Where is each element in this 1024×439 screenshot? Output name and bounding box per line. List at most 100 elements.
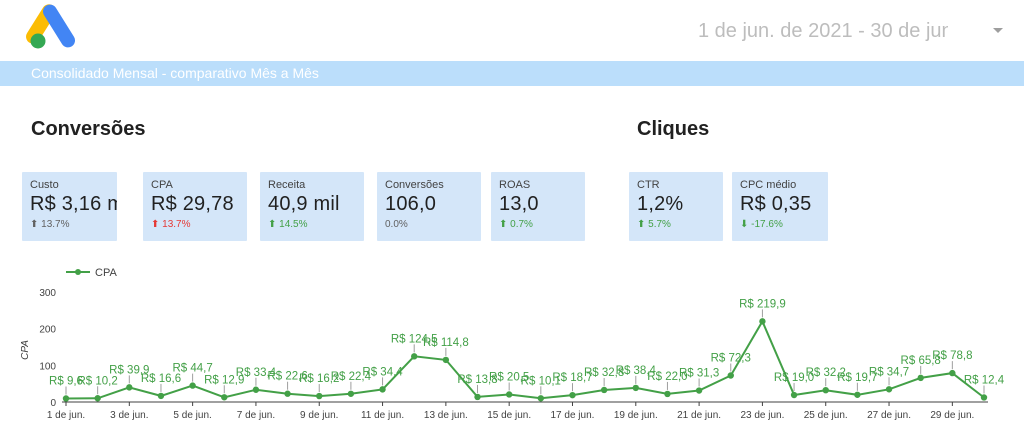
cpa-data-point[interactable] xyxy=(505,391,513,398)
cpa-data-label: R$ 22,6 xyxy=(267,371,307,383)
cpa-data-point[interactable] xyxy=(189,382,196,389)
scorecard-ctr[interactable]: CTR 1,2% ⬆ 5.7% xyxy=(629,172,723,241)
clicks-section-title: Cliques xyxy=(637,118,710,140)
cpa-data-label: R$ 12,4 xyxy=(964,374,1005,386)
cpa-data-point[interactable] xyxy=(790,391,798,399)
y-tick-label: 0 xyxy=(50,398,56,409)
cpa-data-point[interactable] xyxy=(537,395,545,402)
scorecard-change: ⬇ -17.6% xyxy=(740,219,783,230)
scorecard-change: ⬆ 13.7% xyxy=(151,219,191,230)
scorecard-value: R$ 0,35 xyxy=(740,193,812,215)
scorecard-value: 1,2% xyxy=(637,193,684,215)
cpa-data-point[interactable] xyxy=(411,353,418,360)
cpa-data-point[interactable] xyxy=(632,384,639,392)
cpa-data-point[interactable] xyxy=(917,374,924,382)
cpa-data-point[interactable] xyxy=(949,369,956,377)
cpa-data-label: R$ 13,8 xyxy=(457,374,497,386)
scorecard-change: ⬆ 0.7% xyxy=(499,219,533,230)
x-tick-label: 15 de jun. xyxy=(487,410,531,421)
x-tick-label: 11 de jun. xyxy=(361,410,404,421)
x-tick-label: 25 de jun. xyxy=(804,410,848,421)
cpa-data-point[interactable] xyxy=(885,386,893,393)
scorecard-cpc-medio[interactable]: CPC médio R$ 0,35 ⬇ -17.6% xyxy=(732,172,828,241)
scorecard-value: 106,0 xyxy=(385,193,437,215)
x-tick-label: 5 de jun. xyxy=(173,410,211,421)
cpa-data-label: R$ 31,3 xyxy=(679,368,719,380)
legend-marker xyxy=(75,269,81,275)
cpa-data-label: R$ 114,8 xyxy=(423,337,469,349)
x-tick-label: 29 de jun. xyxy=(930,410,974,421)
cpa-data-label: R$ 16,6 xyxy=(141,373,181,385)
cpa-data-point[interactable] xyxy=(379,386,386,393)
scorecard-value: 13,0 xyxy=(499,193,539,215)
cpa-data-point[interactable] xyxy=(126,384,133,391)
scorecard-label: ROAS xyxy=(499,179,531,191)
cpa-data-point[interactable] xyxy=(284,390,291,397)
cpa-data-point[interactable] xyxy=(980,394,988,401)
cpa-data-point[interactable] xyxy=(316,392,323,400)
cpa-data-label: R$ 219,9 xyxy=(739,298,786,310)
x-tick-label: 13 de jun. xyxy=(424,410,468,421)
scorecard-change: ⬆ 14.5% xyxy=(268,219,308,230)
cpa-series-line xyxy=(65,319,985,400)
scorecard-label: Custo xyxy=(30,179,59,191)
x-tick-label: 23 de jun. xyxy=(740,410,784,421)
scorecard-roas[interactable]: ROAS 13,0 ⬆ 0.7% xyxy=(491,172,585,241)
cpa-data-point[interactable] xyxy=(94,395,101,402)
x-tick-label: 3 de jun. xyxy=(110,410,148,421)
x-tick-label: 7 de jun. xyxy=(237,410,275,421)
cpa-data-label: R$ 33,4 xyxy=(236,367,277,379)
cpa-data-label: R$ 10,2 xyxy=(78,375,118,387)
cpa-data-point[interactable] xyxy=(474,393,481,401)
scorecard-change: 0.0% xyxy=(385,219,408,230)
legend-label: CPA xyxy=(95,267,117,279)
google-ads-logo xyxy=(26,4,76,49)
scorecard-value: R$ 3,16 mil xyxy=(30,193,117,215)
cpa-data-label: R$ 12,9 xyxy=(204,374,244,386)
cpa-data-point[interactable] xyxy=(221,394,228,401)
banner-text: Consolidado Mensal - comparativo Mês a M… xyxy=(31,65,319,81)
cpa-data-label: R$ 44,7 xyxy=(172,363,212,375)
cpa-data-point[interactable] xyxy=(157,392,165,400)
scorecard-cpa[interactable]: CPA R$ 29,78 ⬆ 13.7% xyxy=(143,172,247,241)
cpa-data-point[interactable] xyxy=(695,387,703,394)
cpa-data-point[interactable] xyxy=(727,372,734,379)
cpa-data-label: R$ 124,5 xyxy=(391,333,438,345)
cpa-data-point[interactable] xyxy=(600,386,608,394)
scorecard-custo[interactable]: Custo R$ 3,16 mil ⬆ 13.7% xyxy=(22,172,117,241)
scorecard-label: CTR xyxy=(637,179,660,191)
scorecard-label: CPC médio xyxy=(740,179,797,191)
conversions-section-title: Conversões xyxy=(31,118,146,140)
cpa-data-point[interactable] xyxy=(347,390,355,397)
cpa-data-label: R$ 22,0 xyxy=(647,371,687,383)
cpa-data-point[interactable] xyxy=(664,390,671,398)
cpa-data-point[interactable] xyxy=(252,386,260,393)
y-tick-label: 200 xyxy=(39,325,56,336)
cpa-data-point[interactable] xyxy=(569,391,576,399)
cpa-data-label: R$ 10,1 xyxy=(521,375,561,387)
chevron-down-icon[interactable] xyxy=(993,28,1003,33)
cpa-data-point[interactable] xyxy=(759,318,766,325)
report-banner: Consolidado Mensal - comparativo Mês a M… xyxy=(0,61,1024,86)
chart-legend[interactable]: CPA xyxy=(66,267,117,279)
y-tick-label: 100 xyxy=(39,361,56,372)
cpa-data-point[interactable] xyxy=(822,386,829,394)
cpa-data-point[interactable] xyxy=(442,356,450,364)
cpa-data-point[interactable] xyxy=(62,395,70,402)
x-tick-label: 17 de jun. xyxy=(551,410,595,421)
x-tick-label: 1 de jun. xyxy=(47,410,85,421)
cpa-data-label: R$ 34,7 xyxy=(869,366,909,378)
cpa-data-label: R$ 22,4 xyxy=(331,371,372,383)
cpa-data-label: R$ 78,8 xyxy=(932,350,972,362)
cpa-data-label: R$ 32,2 xyxy=(806,367,846,379)
cpa-line-chart[interactable]: CPA CPA 0 100 200 300 1 de jun. 3 de jun. 5 d… xyxy=(0,258,1024,439)
date-range-selector[interactable]: 1 de jun. de 2021 - 30 de jun. de 2021 xyxy=(698,20,948,42)
scorecard-label: Receita xyxy=(268,179,306,191)
x-tick-label: 19 de jun. xyxy=(614,410,658,421)
cpa-data-label: R$ 9,6 xyxy=(49,375,83,387)
scorecard-conversoes[interactable]: Conversões 106,0 0.0% xyxy=(377,172,481,241)
cpa-data-point[interactable] xyxy=(854,391,861,398)
cpa-data-label: R$ 65,8 xyxy=(901,355,941,367)
scorecard-receita[interactable]: Receita 40,9 mil ⬆ 14.5% xyxy=(260,172,364,241)
cpa-data-label: R$ 19,7 xyxy=(837,372,877,384)
